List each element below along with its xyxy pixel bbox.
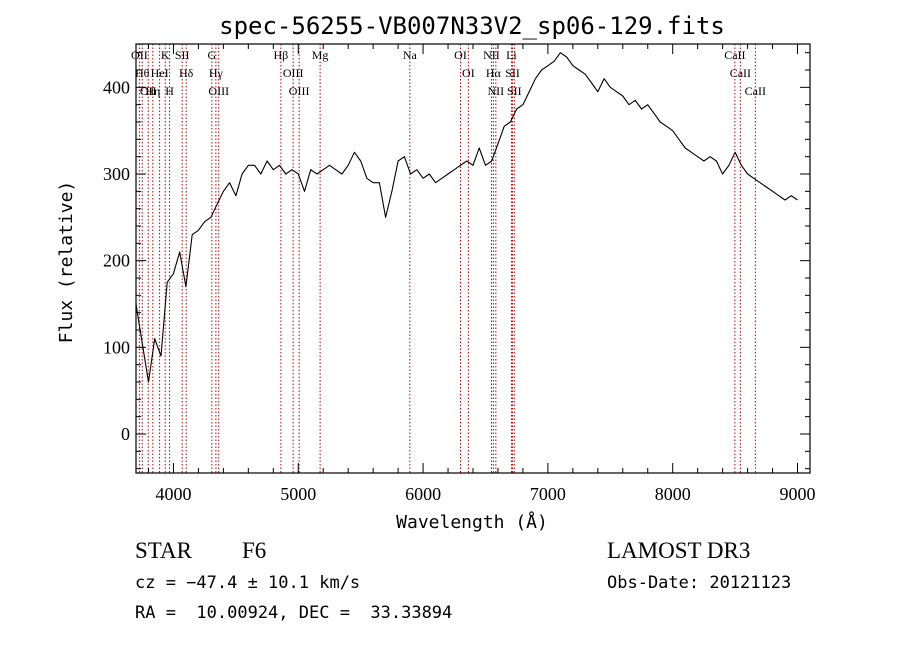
- spectral-line-label: SII: [505, 66, 520, 80]
- spectral-line-label: Li: [506, 48, 517, 62]
- y-tick-label: 400: [103, 77, 130, 97]
- plot-frame: [135, 43, 811, 474]
- object-class: STAR: [135, 538, 192, 563]
- x-tick-label: 7000: [530, 484, 566, 504]
- x-tick-label: 9000: [780, 484, 816, 504]
- y-tick-label: 100: [103, 337, 130, 357]
- y-axis-ticks: 0 100 200 300 400: [103, 52, 810, 470]
- x-axis-label: Wavelength (Å): [396, 511, 548, 533]
- spectral-line-label: CaII: [745, 84, 766, 98]
- spectral-line-label: Hγ: [209, 66, 224, 80]
- y-tick-label: 300: [103, 164, 130, 184]
- spectral-line-label: OI: [462, 66, 475, 80]
- x-tick-label: 8000: [655, 484, 691, 504]
- x-tick-label: 5000: [280, 484, 316, 504]
- spectral-line-label: SII: [507, 84, 522, 98]
- spectral-line-label: CaII: [724, 48, 745, 62]
- y-axis-label: Flux (relative): [56, 181, 77, 344]
- x-axis-ticks: 4000 5000 6000 7000 8000 9000: [147, 44, 816, 504]
- survey-name: LAMOST DR3: [607, 538, 751, 563]
- spectral-line-label: NII: [483, 48, 500, 62]
- spectral-line-label: NII: [488, 84, 505, 98]
- flux-series-line: [135, 52, 798, 383]
- spectral-line-label: H: [165, 84, 174, 98]
- spectral-line-label: Hθ: [135, 66, 150, 80]
- spectral-line-label: Mg: [312, 48, 329, 62]
- spectral-line-label: OI: [454, 48, 467, 62]
- spectral-line-label: OIII: [289, 84, 310, 98]
- spectral-line-label: OIII: [208, 84, 229, 98]
- spectral-line-label: OII: [131, 48, 148, 62]
- spectral-line-label: Hη: [145, 84, 160, 98]
- observation-date: Obs-Date: 20121123: [607, 573, 792, 593]
- spectral-line-label: SII: [175, 48, 190, 62]
- y-tick-label: 200: [103, 251, 130, 271]
- spectral-line-label: Hδ: [179, 66, 194, 80]
- spectral-line-label: HeI: [151, 66, 169, 80]
- spectral-line-label: G: [208, 48, 217, 62]
- sky-coordinates: RA = 10.00924, DEC = 33.33894: [135, 603, 453, 623]
- spectral-line-label: OIII: [283, 66, 304, 80]
- y-tick-label: 0: [121, 424, 130, 444]
- object-subclass: F6: [242, 538, 267, 563]
- redshift-velocity: cz = −47.4 ± 10.1 km/s: [135, 573, 361, 593]
- spectral-line-label: K: [161, 48, 170, 62]
- chart-title: spec-56255-VB007N33V2_sp06-129.fits: [219, 12, 725, 40]
- spectral-line-label: Hβ: [274, 48, 289, 62]
- x-tick-label: 4000: [155, 484, 191, 504]
- spectral-lines: [138, 44, 756, 473]
- spectral-line-label: CaII: [730, 66, 751, 80]
- spectral-line-label: Hα: [486, 66, 502, 80]
- spectral-line-label: Na: [403, 48, 418, 62]
- x-tick-label: 6000: [405, 484, 441, 504]
